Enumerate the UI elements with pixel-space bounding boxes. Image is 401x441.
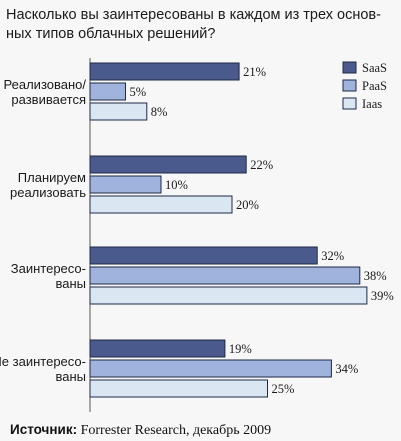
data-label: 19%	[229, 342, 252, 356]
bar	[89, 266, 361, 285]
source-text: Forrester Research, декабрь 2009	[77, 423, 272, 438]
bar	[89, 359, 332, 378]
legend-label: SaaS	[362, 61, 387, 75]
data-label: 22%	[250, 158, 273, 172]
legend-label: Iaas	[362, 97, 382, 111]
chart-title-line-1: Насколько вы заинтересованы в каждом из …	[6, 7, 381, 23]
data-label: 5%	[130, 85, 147, 99]
bar	[89, 379, 268, 398]
category-label: Заинтересо-	[11, 261, 86, 276]
data-label: 21%	[243, 65, 266, 79]
legend-label: PaaS	[362, 79, 387, 93]
bar	[89, 175, 162, 194]
category-label: Реализовано/	[4, 77, 87, 92]
bar	[89, 246, 318, 265]
legend-swatch	[342, 79, 357, 92]
bar	[89, 82, 126, 101]
source-note: Источник: Forrester Research, декабрь 20…	[10, 422, 271, 439]
data-label: 32%	[321, 249, 344, 263]
data-label: 20%	[236, 198, 259, 212]
data-label: 25%	[272, 382, 295, 396]
category-label: развивается	[11, 92, 86, 107]
category-label: реализовать	[10, 185, 86, 200]
category-label: ваны	[55, 276, 86, 291]
data-label: 38%	[364, 269, 387, 283]
legend-swatch	[342, 97, 357, 110]
data-label: 39%	[371, 289, 394, 303]
category-label: ваны	[55, 369, 86, 384]
bar	[89, 339, 226, 358]
bar	[89, 102, 148, 121]
category-label: Планируем	[18, 170, 86, 185]
category-label: Не заинтересо-	[0, 354, 86, 369]
legend-swatch	[342, 61, 357, 74]
chart-title-line-2: ных типов облачных решений?	[6, 26, 216, 42]
bar	[89, 155, 247, 174]
bar	[89, 195, 233, 214]
data-label: 34%	[335, 362, 358, 376]
data-label: 8%	[151, 105, 168, 119]
bar	[89, 286, 368, 305]
chart-title: Насколько вы заинтересованы в каждом из …	[6, 6, 396, 44]
source-label: Источник:	[10, 422, 78, 437]
bar	[89, 62, 240, 81]
data-label: 10%	[165, 178, 188, 192]
